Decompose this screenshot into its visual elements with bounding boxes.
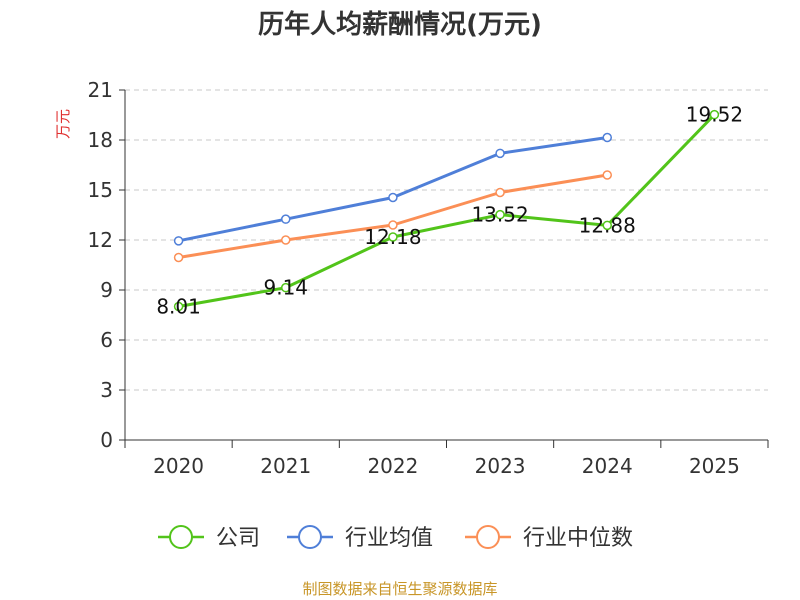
x-tick-label: 2022 bbox=[367, 454, 418, 478]
y-tick-label: 21 bbox=[88, 78, 113, 102]
legend-label: 行业均值 bbox=[345, 526, 433, 551]
y-tick-label: 15 bbox=[88, 178, 113, 202]
series-line-0 bbox=[178, 113, 716, 308]
data-label: 19.52 bbox=[686, 103, 743, 127]
axes bbox=[124, 90, 768, 441]
y-tick-label: 6 bbox=[100, 328, 113, 352]
chart-title: 历年人均薪酬情况(万元) bbox=[258, 9, 542, 40]
legend: 公司 行业均值 行业中位数 bbox=[158, 525, 633, 551]
legend-label: 行业中位数 bbox=[523, 526, 633, 551]
data-point bbox=[495, 187, 505, 198]
data-point bbox=[495, 209, 505, 220]
y-axis-label: 万元 bbox=[54, 109, 72, 139]
data-point bbox=[388, 232, 398, 242]
ticks: 0 3 6 9 12 15 18 21 2020 2021 2022 2023 2024 2025 bbox=[88, 78, 769, 478]
legend-marker bbox=[169, 525, 193, 549]
x-tick-label: 2021 bbox=[260, 454, 311, 478]
y-tick-label: 18 bbox=[88, 128, 113, 152]
series-points bbox=[173, 109, 720, 312]
data-point bbox=[281, 282, 291, 293]
source-note: 制图数据来自恒生聚源数据库 bbox=[302, 580, 497, 598]
data-point bbox=[495, 148, 505, 159]
legend-marker bbox=[476, 525, 500, 549]
x-tick-label: 2020 bbox=[153, 454, 204, 478]
data-point bbox=[173, 301, 184, 312]
data-point bbox=[602, 220, 612, 231]
x-tick-label: 2025 bbox=[689, 454, 740, 478]
data-point bbox=[602, 170, 612, 180]
data-point bbox=[388, 220, 398, 230]
data-point bbox=[173, 252, 184, 263]
data-label: 13.52 bbox=[471, 203, 528, 227]
data-labels: 8.01 9.14 12.18 13.52 12.88 19.52 bbox=[156, 103, 743, 319]
data-point bbox=[602, 132, 612, 143]
data-label: 9.14 bbox=[263, 276, 308, 300]
legend-label: 公司 bbox=[216, 526, 260, 551]
data-label: 12.88 bbox=[579, 213, 636, 237]
x-tick-label: 2024 bbox=[582, 454, 633, 478]
data-point bbox=[388, 192, 398, 203]
data-label: 12.18 bbox=[364, 225, 421, 249]
y-tick-label: 9 bbox=[100, 278, 113, 302]
data-label: 8.01 bbox=[156, 295, 201, 319]
y-tick-label: 0 bbox=[100, 428, 113, 452]
grid-lines bbox=[125, 89, 768, 391]
data-point bbox=[281, 214, 291, 224]
x-tick-label: 2023 bbox=[475, 454, 526, 478]
legend-marker bbox=[298, 525, 322, 549]
data-point bbox=[281, 235, 291, 245]
y-tick-label: 12 bbox=[88, 228, 113, 252]
data-point bbox=[173, 236, 184, 246]
data-point bbox=[709, 109, 720, 120]
series-lines bbox=[178, 113, 716, 308]
y-tick-label: 3 bbox=[100, 378, 113, 402]
